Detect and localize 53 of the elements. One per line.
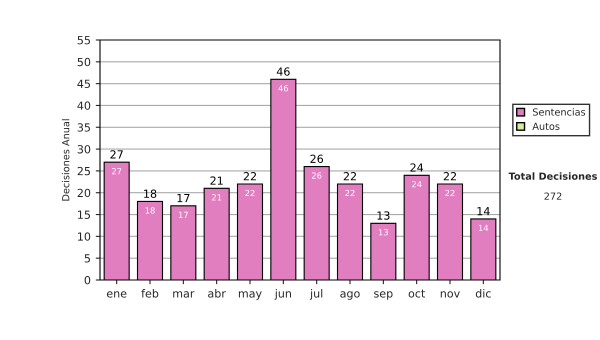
y-tick-label: 20: [78, 188, 90, 198]
data-label: 26: [312, 172, 322, 179]
y-tick-label: 30: [78, 145, 90, 154]
data-label: 22: [345, 190, 354, 196]
x-tick-label: nov: [440, 291, 460, 298]
y-tick-label: 10: [78, 232, 90, 241]
text: 272: [544, 192, 562, 200]
x-tick-label: ene: [106, 291, 126, 298]
data-label: 46: [278, 85, 288, 92]
annotation: 22: [244, 172, 256, 180]
y-tick-label: 15: [78, 210, 90, 219]
y-tick-label: 35: [78, 123, 90, 132]
y-tick-label: 5: [84, 254, 90, 263]
annotation: 24: [410, 163, 424, 172]
data-label: 21: [212, 194, 222, 200]
data-label: 24: [412, 181, 422, 188]
annotation: 26: [310, 154, 324, 164]
annotation: 18: [144, 190, 156, 198]
x-tick-label: sep: [374, 291, 393, 300]
y-tick-label: 40: [77, 101, 90, 110]
legend-label: Autos: [532, 122, 560, 130]
annotation: 13: [377, 211, 390, 220]
y-tick-label: 50: [78, 58, 90, 66]
annotation: 21: [210, 176, 223, 185]
x-tick-label: may: [238, 291, 262, 300]
legend-label: Sentencias: [532, 108, 586, 116]
x-tick-label: oct: [408, 290, 426, 298]
annotation: 46: [276, 67, 290, 76]
x-tick-label: abr: [208, 289, 226, 298]
text: Total Decisiones: [508, 172, 597, 180]
x-tick-label: dic: [476, 289, 491, 298]
data-label: 22: [445, 190, 454, 196]
annotation: 14: [477, 207, 490, 216]
x-tick-label: mar: [173, 291, 194, 298]
annotation: 27: [110, 150, 123, 158]
annotation: 22: [344, 172, 356, 180]
y-tick-label: 25: [78, 166, 90, 176]
y-tick-label: 55: [78, 36, 90, 44]
annotation: 17: [177, 194, 190, 202]
y-tick-label: 45: [77, 80, 90, 88]
data-label: 13: [378, 229, 388, 236]
data-label: 17: [178, 212, 188, 218]
data-label: 22: [245, 190, 254, 196]
x-tick-label: ago: [340, 291, 360, 300]
data-label: 18: [146, 207, 155, 214]
y-axis-title: Decisiones Anual: [62, 119, 70, 201]
x-tick-label: jul: [310, 289, 322, 300]
y-tick-label: 0: [84, 276, 90, 284]
x-tick-label: feb: [141, 289, 158, 298]
x-tick-label: jun: [274, 289, 291, 300]
annotation: 22: [444, 172, 456, 180]
data-label: 14: [478, 224, 488, 231]
data-label: 27: [112, 168, 122, 174]
